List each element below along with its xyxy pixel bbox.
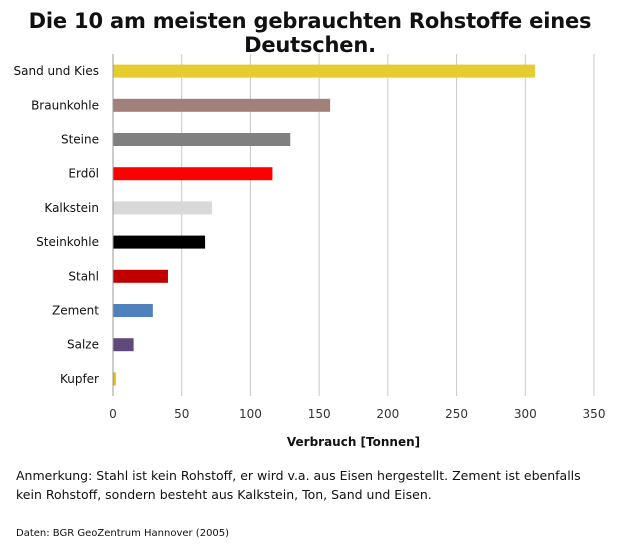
annotation-note: Anmerkung: Stahl ist kein Rohstoff, er w… bbox=[16, 468, 581, 502]
bar-stahl bbox=[113, 269, 168, 283]
category-label: Kupfer bbox=[60, 372, 99, 386]
x-tick-labels: 0 50 100 150 200 250 300 350 bbox=[109, 407, 605, 421]
category-label: Stahl bbox=[68, 269, 99, 283]
category-label: Sand und Kies bbox=[14, 64, 100, 78]
x-tick-label: 200 bbox=[376, 407, 399, 421]
category-label: Steinkohle bbox=[36, 235, 99, 249]
category-label: Salze bbox=[67, 338, 99, 352]
bar-salze bbox=[113, 338, 134, 352]
bar-zement bbox=[113, 304, 153, 317]
bar-braunkohle bbox=[113, 98, 331, 112]
x-tick-label: 300 bbox=[514, 407, 537, 421]
bar-chart: Sand und Kies Braunkohle Steine Erdöl Kalkst… bbox=[14, 54, 605, 449]
category-label: Erdöl bbox=[68, 167, 99, 181]
chart-title: Die 10 am meisten gebrauchten Rohstoffe … bbox=[28, 9, 592, 57]
x-tick-label: 250 bbox=[445, 407, 468, 421]
category-label: Braunkohle bbox=[31, 98, 99, 112]
category-label: Zement bbox=[52, 304, 99, 318]
category-labels: Sand und Kies Braunkohle Steine Erdöl Kalkst… bbox=[14, 64, 100, 386]
bar-steinkohle bbox=[113, 235, 206, 249]
bar-kupfer bbox=[113, 372, 116, 386]
bar-sand-und-kies bbox=[113, 64, 535, 78]
x-tick-label: 150 bbox=[308, 407, 331, 421]
gridlines bbox=[112, 54, 595, 396]
x-tick-label: 0 bbox=[109, 407, 117, 421]
category-label: Steine bbox=[61, 133, 99, 147]
bar-kalkstein bbox=[113, 201, 212, 215]
category-label: Kalkstein bbox=[44, 201, 99, 215]
bar-erdöl bbox=[113, 167, 273, 181]
data-source: Daten: BGR GeoZentrum Hannover (2005) bbox=[16, 528, 230, 539]
x-tick-label: 50 bbox=[174, 407, 189, 421]
bar-steine bbox=[113, 133, 291, 146]
bars bbox=[113, 64, 535, 386]
x-tick-label: 350 bbox=[583, 407, 606, 421]
x-axis-label: Verbrauch [Tonnen] bbox=[287, 435, 420, 449]
x-tick-label: 100 bbox=[239, 407, 262, 421]
